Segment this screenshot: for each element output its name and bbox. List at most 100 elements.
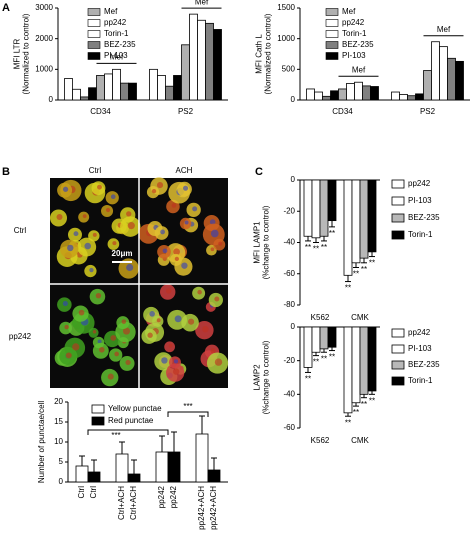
row-label: pp242 (9, 332, 32, 341)
annotation: Mef (195, 0, 209, 6)
y-tick-label: -80 (283, 300, 295, 309)
bar (354, 81, 363, 101)
bar (314, 91, 323, 101)
legend-swatch (325, 41, 339, 49)
cell-nucleus (92, 330, 97, 334)
legend-swatch (391, 360, 405, 370)
legend-swatch (391, 213, 405, 223)
cell-nucleus (114, 351, 120, 357)
cell-nucleus (210, 247, 215, 252)
significance-label: ** (369, 259, 375, 268)
bar (359, 179, 369, 259)
bar (391, 91, 400, 101)
cell-nucleus (174, 256, 179, 262)
cell-nucleus (78, 309, 85, 316)
bar (367, 179, 377, 253)
bar (167, 451, 181, 483)
cell-nucleus (64, 324, 69, 330)
column-label: ACH (176, 166, 193, 175)
y-axis-label: (Normalized to control) (264, 13, 273, 94)
bar (88, 87, 97, 101)
scale-bar-label: 20μm (112, 249, 133, 258)
x-tick-label: pp242+ACH (209, 486, 218, 530)
bar (351, 179, 361, 264)
bar (197, 19, 206, 101)
cell-nucleus (110, 335, 117, 341)
legend-label: pp242 (342, 18, 365, 27)
legend-swatch (87, 19, 101, 27)
legend-swatch (391, 179, 405, 189)
panel-label: C (255, 166, 263, 178)
bar (346, 83, 355, 101)
bar (115, 453, 129, 483)
bar (104, 73, 113, 101)
cell-nucleus (65, 352, 72, 359)
legend-label: PI-103 (408, 196, 432, 205)
cell-nucleus (156, 182, 164, 189)
micrograph-panel (49, 177, 229, 388)
legend-swatch (91, 416, 105, 426)
bar (311, 179, 321, 239)
cell-nucleus (172, 368, 180, 375)
bar (303, 179, 313, 237)
cell-nucleus (188, 318, 195, 325)
legend-label: Torin-1 (408, 230, 433, 239)
cell-nucleus (121, 319, 127, 324)
y-tick-label: 1500 (277, 3, 295, 12)
legend-label: BEZ-235 (408, 213, 440, 222)
bar (370, 86, 379, 101)
legend-swatch (325, 8, 339, 16)
cell-nucleus (149, 311, 155, 317)
cell-nucleus (197, 289, 202, 295)
cell-nucleus (112, 241, 117, 246)
y-axis-label: MFI LTR (13, 39, 22, 70)
y-axis-label: LAMP2 (253, 364, 262, 391)
legend-label: Mef (342, 7, 356, 16)
cell-nucleus (210, 229, 219, 238)
cell-nucleus (218, 241, 223, 246)
significance-label: ** (345, 284, 351, 293)
cell-nucleus (127, 222, 135, 230)
bar (367, 326, 377, 392)
bar (407, 95, 416, 101)
cell-nucleus (126, 263, 134, 272)
y-axis-label: Number of punctae/cell (37, 401, 46, 483)
x-tick-label: Ctrl+ACH (129, 486, 138, 520)
cell-nucleus (89, 267, 94, 273)
y-tick-label: 20 (54, 397, 63, 406)
x-tick-label: K562 (311, 436, 330, 445)
legend-label: Red punctae (108, 416, 154, 425)
y-tick-label: 1000 (277, 34, 295, 43)
bar (173, 75, 182, 101)
legend-label: BEZ-235 (342, 40, 374, 49)
annotation: Mef (437, 25, 451, 34)
bar (431, 41, 440, 101)
legend-label: pp242 (408, 179, 431, 188)
cell-nucleus (84, 242, 92, 250)
x-tick-label: PS2 (420, 107, 436, 116)
significance-label: ** (353, 270, 359, 279)
legend-label: BEZ-235 (104, 40, 136, 49)
bar (423, 70, 432, 101)
y-tick-label: 5 (59, 457, 64, 466)
y-axis-label: (Normalized to control) (22, 13, 31, 94)
panel-label: B (2, 166, 10, 178)
cell-nucleus (125, 359, 131, 366)
legend-swatch (391, 196, 405, 206)
annotation: *** (111, 431, 120, 440)
legend-swatch (87, 41, 101, 49)
significance-label: ** (353, 408, 359, 417)
cell-nucleus (184, 220, 189, 225)
cell-nucleus (62, 301, 68, 307)
cell-nucleus (168, 343, 173, 348)
legend-swatch (391, 328, 405, 338)
bar (189, 13, 198, 101)
legend-label: pp242 (104, 18, 127, 27)
cell-nucleus (214, 296, 220, 302)
legend-swatch (87, 30, 101, 38)
y-tick-label: 0 (291, 175, 296, 184)
bar (303, 326, 313, 368)
significance-label: ** (321, 243, 327, 252)
cell-nucleus (160, 229, 166, 235)
